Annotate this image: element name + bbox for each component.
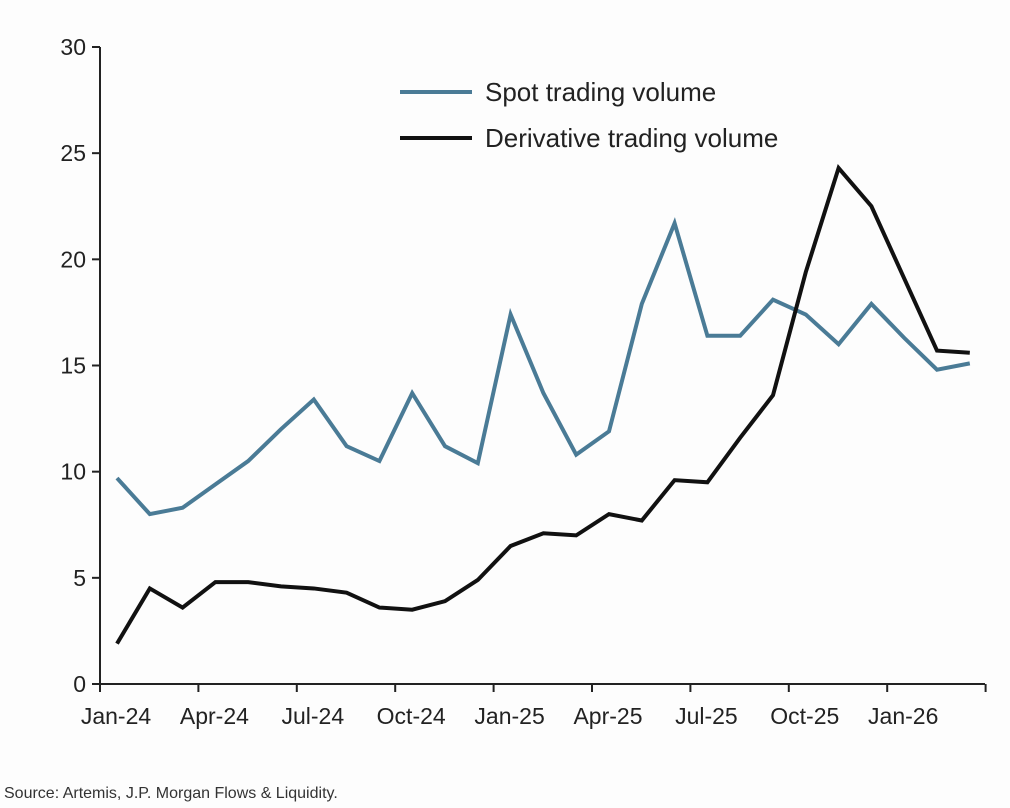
x-tick-label: Apr-25 [573, 703, 642, 729]
y-tick-label: 0 [73, 671, 86, 697]
legend-label: Derivative trading volume [485, 123, 778, 153]
y-tick-label: 15 [60, 353, 86, 379]
x-tick-label: Oct-25 [770, 703, 839, 729]
y-tick-label: 25 [60, 140, 86, 166]
x-tick-label: Jan-25 [474, 703, 544, 729]
x-tick-label: Apr-24 [180, 703, 249, 729]
series-line-spot [115, 217, 971, 517]
x-tick-label: Jul-24 [281, 703, 344, 729]
y-tick-label: 5 [73, 565, 86, 591]
x-tick-label: Jul-25 [675, 703, 738, 729]
y-tick-label: 30 [60, 34, 86, 60]
y-tick-label: 20 [60, 246, 86, 272]
y-tick-label: 10 [60, 459, 86, 485]
series-line-derivative [115, 163, 970, 645]
legend-label: Spot trading volume [485, 77, 716, 107]
x-tick-label: Jan-26 [868, 703, 938, 729]
x-tick-label: Jan-24 [81, 703, 152, 729]
x-tick-label: Oct-24 [377, 703, 446, 729]
source-note: Source: Artemis, J.P. Morgan Flows & Liq… [4, 785, 338, 802]
